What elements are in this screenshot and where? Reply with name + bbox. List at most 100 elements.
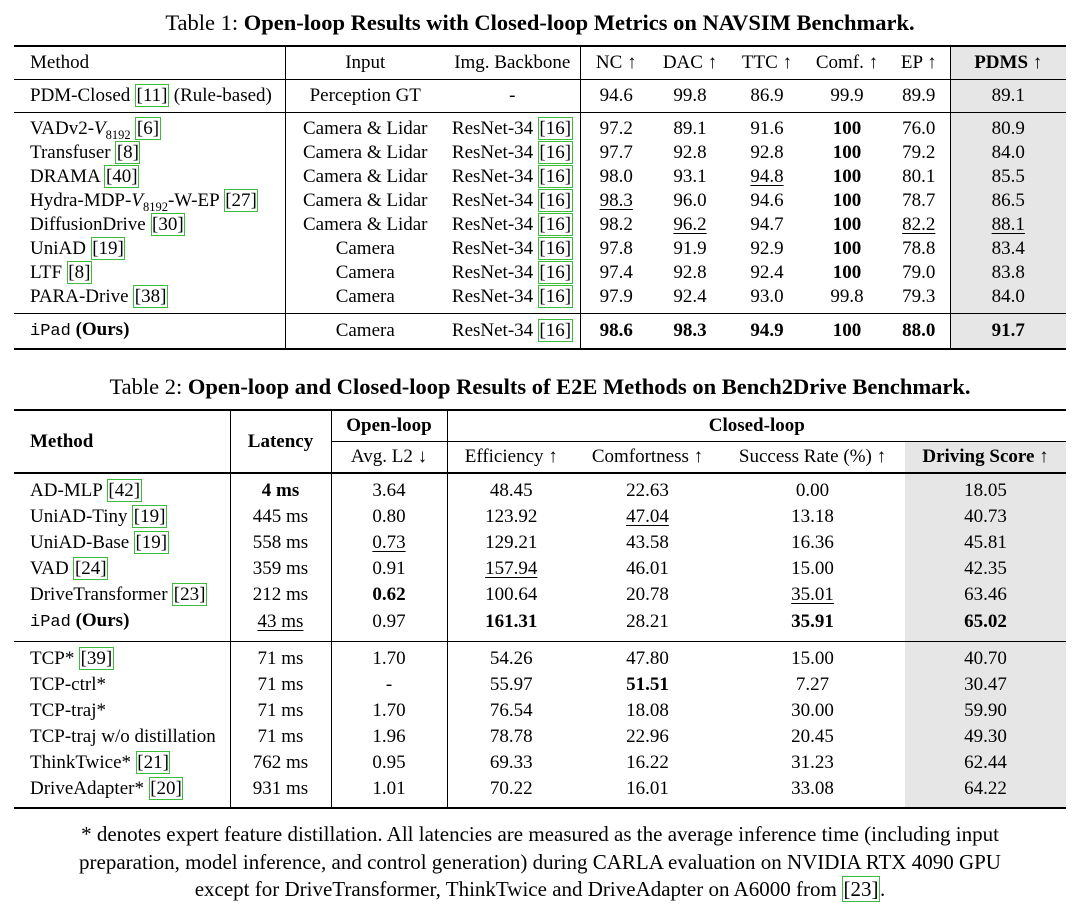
citation-link[interactable]: [16]	[537, 141, 573, 164]
citation-link[interactable]: [20]	[148, 777, 184, 800]
citation-link[interactable]: [19]	[90, 237, 126, 260]
method-cell: PARA-Drive [38]	[14, 285, 286, 314]
column-header-nc: NC ↑	[595, 52, 637, 73]
table-cell: 100	[806, 141, 888, 165]
method-name-mono: iPad	[30, 613, 71, 632]
subscript-text: 8192	[105, 127, 131, 142]
table-cell: 49.30	[964, 726, 1007, 747]
table-cell: 0.80	[331, 504, 448, 530]
table-row: LTF [8] Camera ResNet-34 [16] 97.4 92.8 92.4 1…	[14, 261, 1066, 285]
table-cell: 80.1	[888, 165, 951, 189]
table-cell: ResNet-34 [16]	[445, 112, 581, 141]
value-text: 100	[832, 118, 862, 139]
table-cell: ResNet-34 [16]	[445, 213, 581, 237]
citation-link[interactable]: [16]	[537, 213, 573, 236]
value-text: 0.62	[372, 584, 406, 605]
citation-link[interactable]: [19]	[132, 505, 167, 528]
method-cell: UniAD-Tiny [19]	[14, 504, 231, 530]
table-cell: 558 ms	[230, 530, 332, 556]
table-cell: 85.5	[991, 166, 1025, 187]
table-cell: 70.22	[489, 778, 533, 799]
citation-link[interactable]: [16]	[537, 165, 573, 188]
citation-link[interactable]: [38]	[133, 285, 168, 308]
table-row: UniAD [19] Camera ResNet-34 [16] 97.8 91.9 92…	[14, 237, 1066, 261]
table-row: Transfuser [8] Camera & Lidar ResNet-34 [1…	[14, 141, 1066, 165]
citation-link[interactable]: [16]	[537, 319, 573, 342]
table-cell: -	[445, 79, 581, 113]
citation-link[interactable]: [21]	[135, 751, 171, 774]
table-cell: 78.78	[489, 726, 533, 747]
table-cell: -	[331, 672, 448, 698]
citation-link[interactable]: [39]	[79, 647, 114, 670]
table-cell: 83.8	[991, 262, 1025, 283]
citation-link[interactable]: [16]	[537, 237, 573, 260]
table-cell: 33.08	[791, 778, 834, 799]
citation-link[interactable]: [16]	[537, 285, 573, 308]
table1-section-baseline: PDM-Closed [11] (Rule-based) Perception G…	[14, 79, 1066, 113]
value-text: 94.8	[750, 166, 784, 187]
citation-link[interactable]: [30]	[150, 213, 186, 236]
table-cell: 79.0	[888, 261, 951, 285]
table2-header-row-groups: Method Latency Open-loop Closed-loop	[14, 410, 1067, 473]
value-text: 94.9	[750, 320, 784, 341]
value-text: 91.7	[991, 320, 1025, 341]
table-cell: 51.51	[575, 672, 720, 698]
table-cell: 63.46	[964, 584, 1007, 605]
column-header-method: Method	[14, 46, 286, 80]
citation-link[interactable]: [24]	[73, 557, 109, 580]
method-cell: UniAD-Base [19]	[14, 530, 231, 556]
table-cell: Camera	[335, 320, 395, 341]
table-cell: 98.2	[599, 214, 633, 235]
table-row: DriveTransformer [23] 212 ms 0.62 100.64 20.…	[14, 582, 1066, 608]
table-cell: 15.00	[791, 648, 834, 669]
method-name-mono: iPad	[30, 322, 71, 341]
table-cell: 97.2	[599, 118, 633, 139]
citation-link[interactable]: [16]	[537, 117, 573, 140]
table1-caption-title: Open-loop Results with Closed-loop Metri…	[243, 10, 915, 35]
table-row: AD-MLP [42] 4 ms 3.64 48.45 22.63 0.00 18.05	[14, 473, 1066, 504]
citation-link[interactable]: [16]	[537, 189, 573, 212]
table-cell: 80.9	[991, 118, 1025, 139]
method-cell: iPad (Ours)	[14, 608, 231, 642]
method-cell: DRAMA [40]	[14, 165, 286, 189]
table-cell: 99.8	[830, 286, 864, 307]
value-text: 100	[832, 190, 862, 211]
table-cell: 48.45	[489, 480, 533, 501]
table-cell: ResNet-34 [16]	[445, 189, 581, 213]
method-name-part: (Ours)	[75, 610, 130, 631]
citation-link[interactable]: [6]	[135, 117, 161, 140]
table-cell: 71 ms	[230, 698, 332, 724]
citation-link[interactable]: [23]	[172, 583, 207, 606]
table-cell: ResNet-34 [16]	[445, 141, 581, 165]
citation-link[interactable]: [8]	[115, 141, 141, 164]
table-cell: 96.2	[652, 213, 728, 237]
citation-link[interactable]: [19]	[133, 531, 169, 554]
citation-link[interactable]: [23]	[842, 876, 881, 902]
citation-link[interactable]: [27]	[223, 189, 259, 212]
citation-link[interactable]: [40]	[104, 165, 140, 188]
value-text: 47.04	[626, 506, 669, 527]
table-cell: 30.00	[791, 700, 834, 721]
table-cell: 97.4	[599, 262, 633, 283]
value-text: 82.2	[902, 214, 936, 235]
table-row: DriveAdapter* [20] 931 ms 1.01 70.22 16.01 33…	[14, 776, 1066, 808]
table-cell: 31.23	[791, 752, 834, 773]
table-cell: Camera	[335, 286, 395, 307]
table-cell: ResNet-34 [16]	[445, 237, 581, 261]
table-cell: 82.2	[888, 213, 951, 237]
table-row: Hydra-MDP-V8192-W-EP [27] Camera & Lidar R…	[14, 189, 1066, 213]
table-cell: 76.54	[489, 700, 533, 721]
citation-link[interactable]: [42]	[106, 479, 142, 502]
citation-link[interactable]: [11]	[135, 84, 169, 107]
table-cell: ResNet-34 [16]	[445, 313, 581, 349]
table-cell: 78.8	[888, 237, 951, 261]
citation-link[interactable]: [8]	[66, 261, 92, 284]
table-cell: 65.02	[905, 608, 1066, 642]
method-cell: LTF [8]	[14, 261, 286, 285]
table1-section-ours: iPad (Ours) Camera ResNet-34 [16] 98.6 98.3 9…	[14, 313, 1066, 349]
table-cell: 79.2	[888, 141, 951, 165]
table-cell: Camera	[335, 238, 395, 259]
citation-link[interactable]: [16]	[537, 261, 573, 284]
table-row: VAD [24] 359 ms 0.91 157.94 46.01 15.00 42.35	[14, 556, 1066, 582]
table-row: TCP-ctrl* 71 ms - 55.97 51.51 7.27 30.47	[14, 672, 1066, 698]
